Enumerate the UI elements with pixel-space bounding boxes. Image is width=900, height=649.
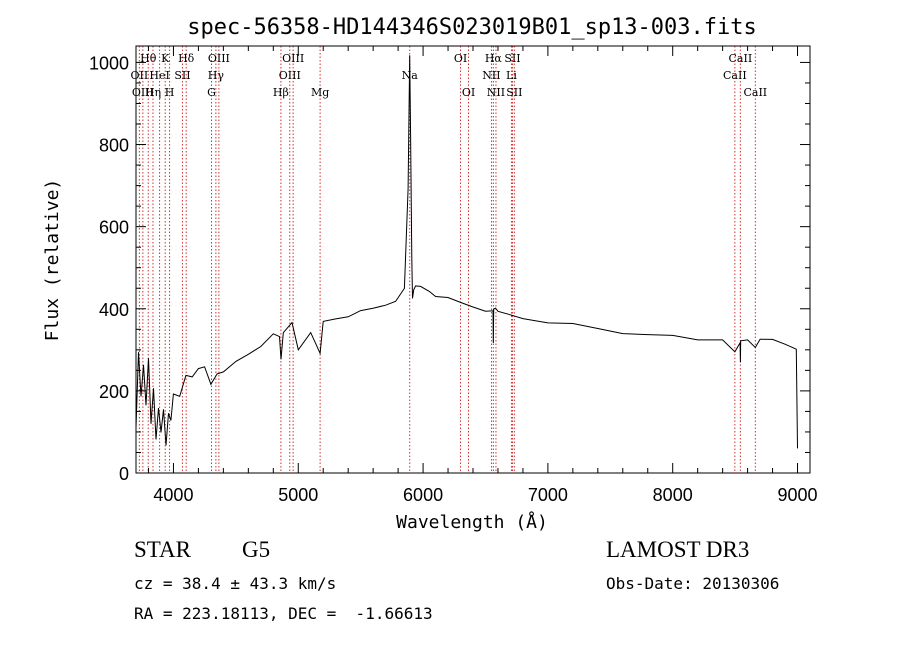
axis-ticks: 4000 5000 6000 7000 8000 9000 0 200 400 600 800 100… xyxy=(89,46,818,505)
x-tick-label: 4000 xyxy=(153,485,193,505)
spectral-line-label: CaII xyxy=(729,52,753,65)
x-tick-label: 7000 xyxy=(528,485,568,505)
spectrum-line xyxy=(135,55,798,449)
spectral-subclass: G5 xyxy=(242,537,271,562)
redshift-value: cz = 38.4 ± 43.3 km/s xyxy=(134,574,337,593)
spectral-line-label: OIII xyxy=(208,52,230,65)
spectral-line-label: Hα xyxy=(485,52,503,65)
y-tick-label: 400 xyxy=(99,300,129,320)
y-tick-label: 800 xyxy=(99,136,129,156)
spectral-line-label: K xyxy=(161,52,170,65)
spectral-line-label: HeI xyxy=(149,69,169,82)
chart-title: spec-56358-HD144346S023019B01_sp13-003.f… xyxy=(187,15,757,40)
spectral-line-label: OIII xyxy=(282,52,304,65)
y-tick-label: 1000 xyxy=(89,53,129,73)
spectral-line-markers xyxy=(138,46,756,473)
spectral-line-label: NII xyxy=(487,86,505,99)
spectral-line-label: H xyxy=(165,86,175,99)
spectral-line-label: Na xyxy=(402,69,419,82)
y-tick-label: 600 xyxy=(99,218,129,238)
spectral-line-label: Li xyxy=(506,69,517,82)
x-tick-label: 8000 xyxy=(653,485,693,505)
spectral-line-label: OII xyxy=(131,69,149,82)
spectral-line-label: SII xyxy=(504,52,520,65)
survey-name: LAMOST DR3 xyxy=(606,537,750,562)
x-tick-label: 5000 xyxy=(278,485,318,505)
spectral-line-label: CaII xyxy=(743,86,767,99)
spectral-line-label: Mg xyxy=(311,86,329,99)
coordinates: RA = 223.18113, DEC = -1.66613 xyxy=(134,604,433,623)
spectral-line-label: Hη xyxy=(145,86,161,99)
x-tick-label: 6000 xyxy=(403,485,443,505)
spectral-line-label: Hδ xyxy=(178,52,195,65)
spectral-line-label: OIII xyxy=(132,86,154,99)
spectral-line-label: NII xyxy=(482,69,500,82)
spectral-line-label: Hβ xyxy=(273,86,289,99)
spectral-line-label: CaII xyxy=(723,69,747,82)
spectral-line-label: OI xyxy=(454,52,467,65)
spectral-line-label: G xyxy=(207,86,216,99)
spectral-line-label: SII xyxy=(506,86,522,99)
plot-frame xyxy=(135,45,811,474)
spectral-line-label: OIII xyxy=(279,69,301,82)
spectral-line-label: SII xyxy=(174,69,190,82)
x-axis-label: Wavelength (Å) xyxy=(396,511,548,533)
spectral-line-label: OI xyxy=(462,86,475,99)
x-tick-label: 9000 xyxy=(777,485,817,505)
object-class: STAR xyxy=(134,537,191,562)
y-tick-label: 200 xyxy=(99,382,129,402)
y-axis-label: Flux (relative) xyxy=(42,179,63,342)
spectral-line-label: Hγ xyxy=(208,69,225,82)
spectral-line-label: Hθ xyxy=(140,52,157,65)
y-tick-label: 0 xyxy=(119,464,129,484)
obs-date: Obs-Date: 20130306 xyxy=(606,574,780,593)
